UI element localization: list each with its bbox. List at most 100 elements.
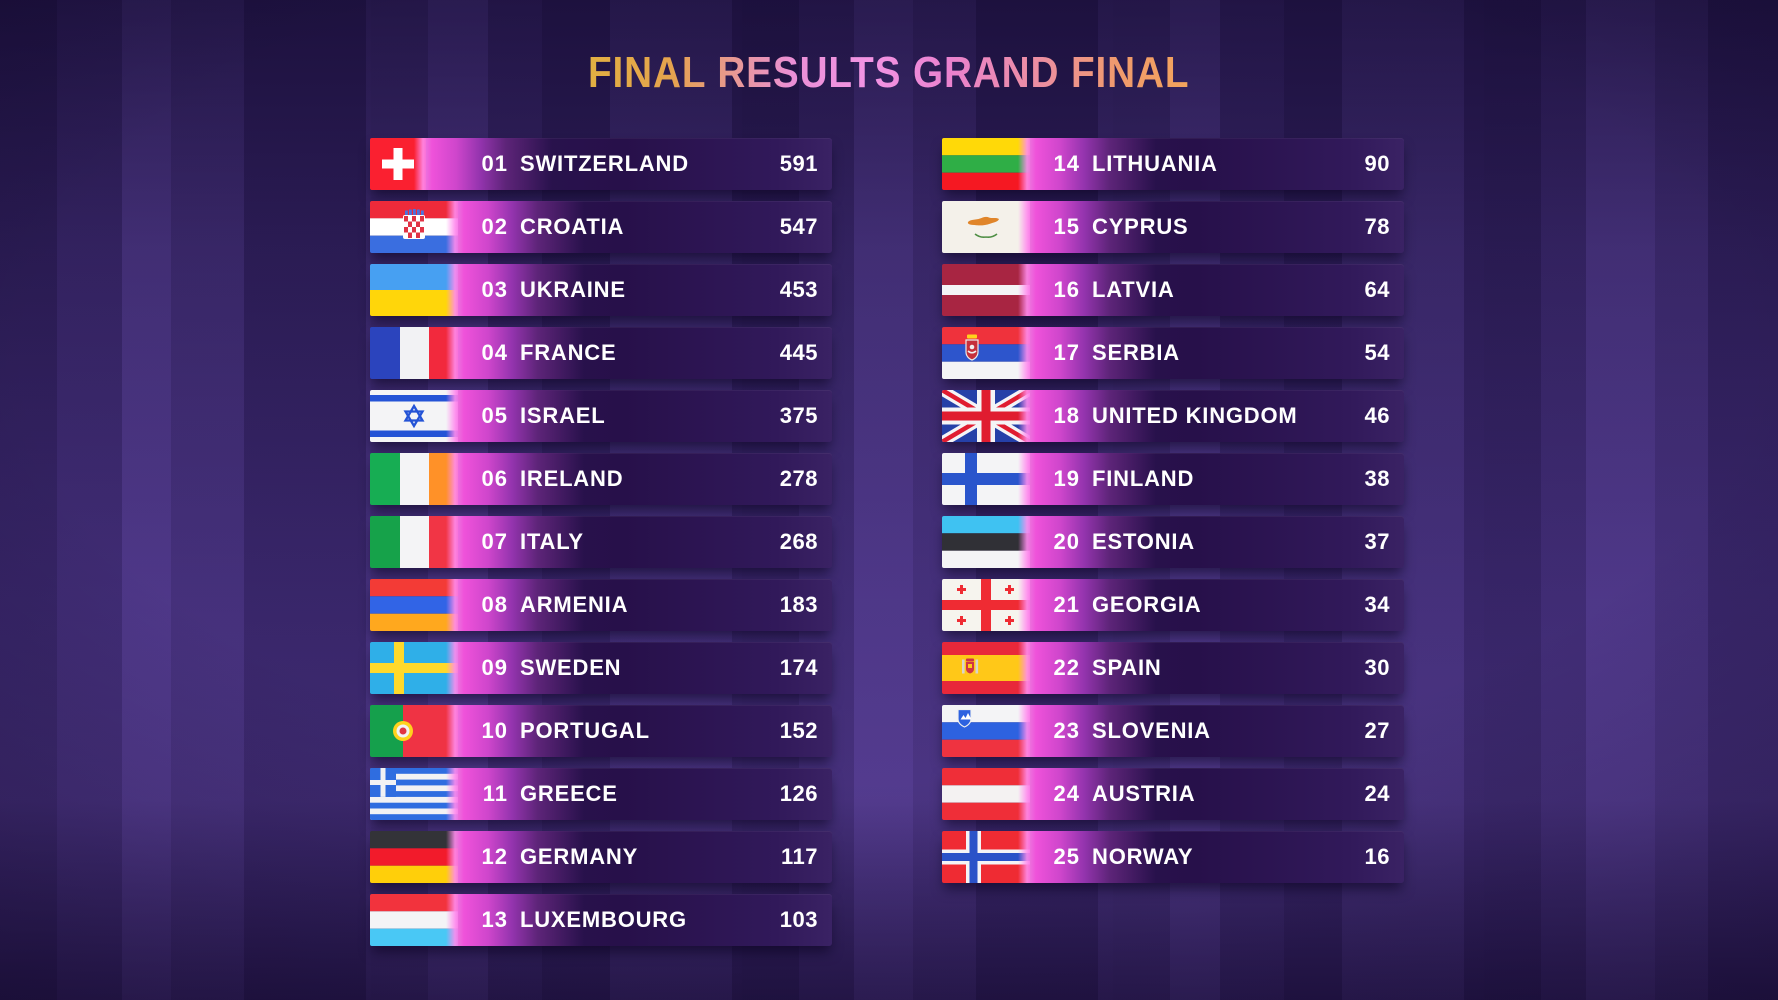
result-row-greece: 11 GREECE 126 [370,768,832,820]
rank-number: 06 [481,466,508,491]
result-row-spain: 22 SPAIN 30 [942,642,1404,694]
result-row-germany: 12 GERMANY 117 [370,831,832,883]
result-row-finland: 19 FINLAND 38 [942,453,1404,505]
country-name: GERMANY [520,844,639,869]
result-row-sweden: 09 SWEDEN 174 [370,642,832,694]
result-row-france: 04 FRANCE 445 [370,327,832,379]
rank-gradient-band [446,516,596,568]
country-name: LUXEMBOURG [520,907,687,932]
flag-icon-es [942,642,1030,694]
rank-gradient-band [1018,138,1168,190]
rank-number: 23 [1053,718,1080,743]
result-row-ukraine: 03 UKRAINE 453 [370,264,832,316]
rank-number: 07 [481,529,508,554]
rank-number: 02 [481,214,508,239]
country-name: SERBIA [1092,340,1180,365]
rank-gradient-band [446,705,596,757]
country-name: ISRAEL [520,403,606,428]
rank-gradient-band [1018,579,1168,631]
rank-gradient-band [1018,768,1168,820]
result-row-norway: 25 NORWAY 16 [942,831,1404,883]
country-name: GREECE [520,781,618,806]
flag-icon-hr [370,201,458,253]
rank-gradient-band [446,768,596,820]
points-value: 268 [779,529,818,554]
country-name: SWEDEN [520,655,622,680]
column-right: 14 LITHUANIA 90 15 CYPRUS 78 16 LATVIA 6… [942,138,1404,957]
rank-gradient-band [446,642,596,694]
rank-gradient-band [1018,831,1168,883]
rank-number: 21 [1053,592,1080,617]
country-name: IRELAND [520,466,624,491]
rank-gradient-band [1018,264,1168,316]
results-board: 01 SWITZERLAND 591 02 CROATIA 547 03 UKR… [370,138,1404,957]
points-value: 27 [1364,718,1390,743]
points-value: 547 [779,214,818,239]
flag-icon-gr [370,768,458,820]
points-value: 37 [1364,529,1390,554]
rank-number: 03 [481,277,508,302]
flag-icon-am [370,579,458,631]
result-row-luxembourg: 13 LUXEMBOURG 103 [370,894,832,946]
country-name: ARMENIA [520,592,629,617]
rank-number: 24 [1053,781,1080,806]
points-value: 126 [779,781,818,806]
rank-number: 20 [1053,529,1080,554]
country-name: FINLAND [1092,466,1195,491]
flag-icon-rs [942,327,1030,379]
flag-icon-se [370,642,458,694]
result-row-estonia: 20 ESTONIA 37 [942,516,1404,568]
flag-icon-lv [942,264,1030,316]
rank-gradient-band [1018,516,1168,568]
rank-number: 11 [482,781,508,806]
points-value: 183 [779,592,818,617]
rank-gradient-band [446,327,596,379]
country-name: AUSTRIA [1092,781,1196,806]
points-value: 34 [1364,592,1390,617]
result-row-portugal: 10 PORTUGAL 152 [370,705,832,757]
header: FINAL RESULTS GRAND FINAL [0,48,1778,98]
rank-number: 18 [1053,403,1080,428]
column-left: 01 SWITZERLAND 591 02 CROATIA 547 03 UKR… [370,138,832,957]
flag-icon-ie [370,453,458,505]
result-row-austria: 24 AUSTRIA 24 [942,768,1404,820]
result-row-serbia: 17 SERBIA 54 [942,327,1404,379]
rank-gradient-band [1018,642,1168,694]
rank-number: 01 [481,151,508,176]
country-name: GEORGIA [1092,592,1202,617]
flag-icon-si [942,705,1030,757]
points-value: 64 [1364,277,1390,302]
rank-number: 10 [481,718,508,743]
flag-icon-fi [942,453,1030,505]
country-name: FRANCE [520,340,617,365]
points-value: 103 [779,907,818,932]
points-value: 174 [779,655,818,680]
points-value: 90 [1364,151,1390,176]
result-row-croatia: 02 CROATIA 547 [370,201,832,253]
flag-icon-at [942,768,1030,820]
country-name: NORWAY [1092,844,1194,869]
rank-gradient-band [414,138,564,190]
country-name: SWITZERLAND [520,151,689,176]
country-name: SLOVENIA [1092,718,1211,743]
result-row-switzerland: 01 SWITZERLAND 591 [370,138,832,190]
flag-icon-il [370,390,458,442]
rank-gradient-band [446,894,596,946]
country-name: UKRAINE [520,277,626,302]
result-row-armenia: 08 ARMENIA 183 [370,579,832,631]
rank-number: 05 [481,403,508,428]
points-value: 445 [779,340,818,365]
rank-number: 13 [481,907,508,932]
flag-icon-lu [370,894,458,946]
points-value: 46 [1364,403,1390,428]
points-value: 24 [1364,781,1390,806]
result-row-latvia: 16 LATVIA 64 [942,264,1404,316]
rank-number: 17 [1053,340,1080,365]
flag-icon-pt [370,705,458,757]
points-value: 278 [779,466,818,491]
result-row-united-kingdom: 18 UNITED KINGDOM 46 [942,390,1404,442]
points-value: 591 [779,151,818,176]
flag-icon-ua [370,264,458,316]
country-name: CROATIA [520,214,625,239]
country-name: ESTONIA [1092,529,1195,554]
